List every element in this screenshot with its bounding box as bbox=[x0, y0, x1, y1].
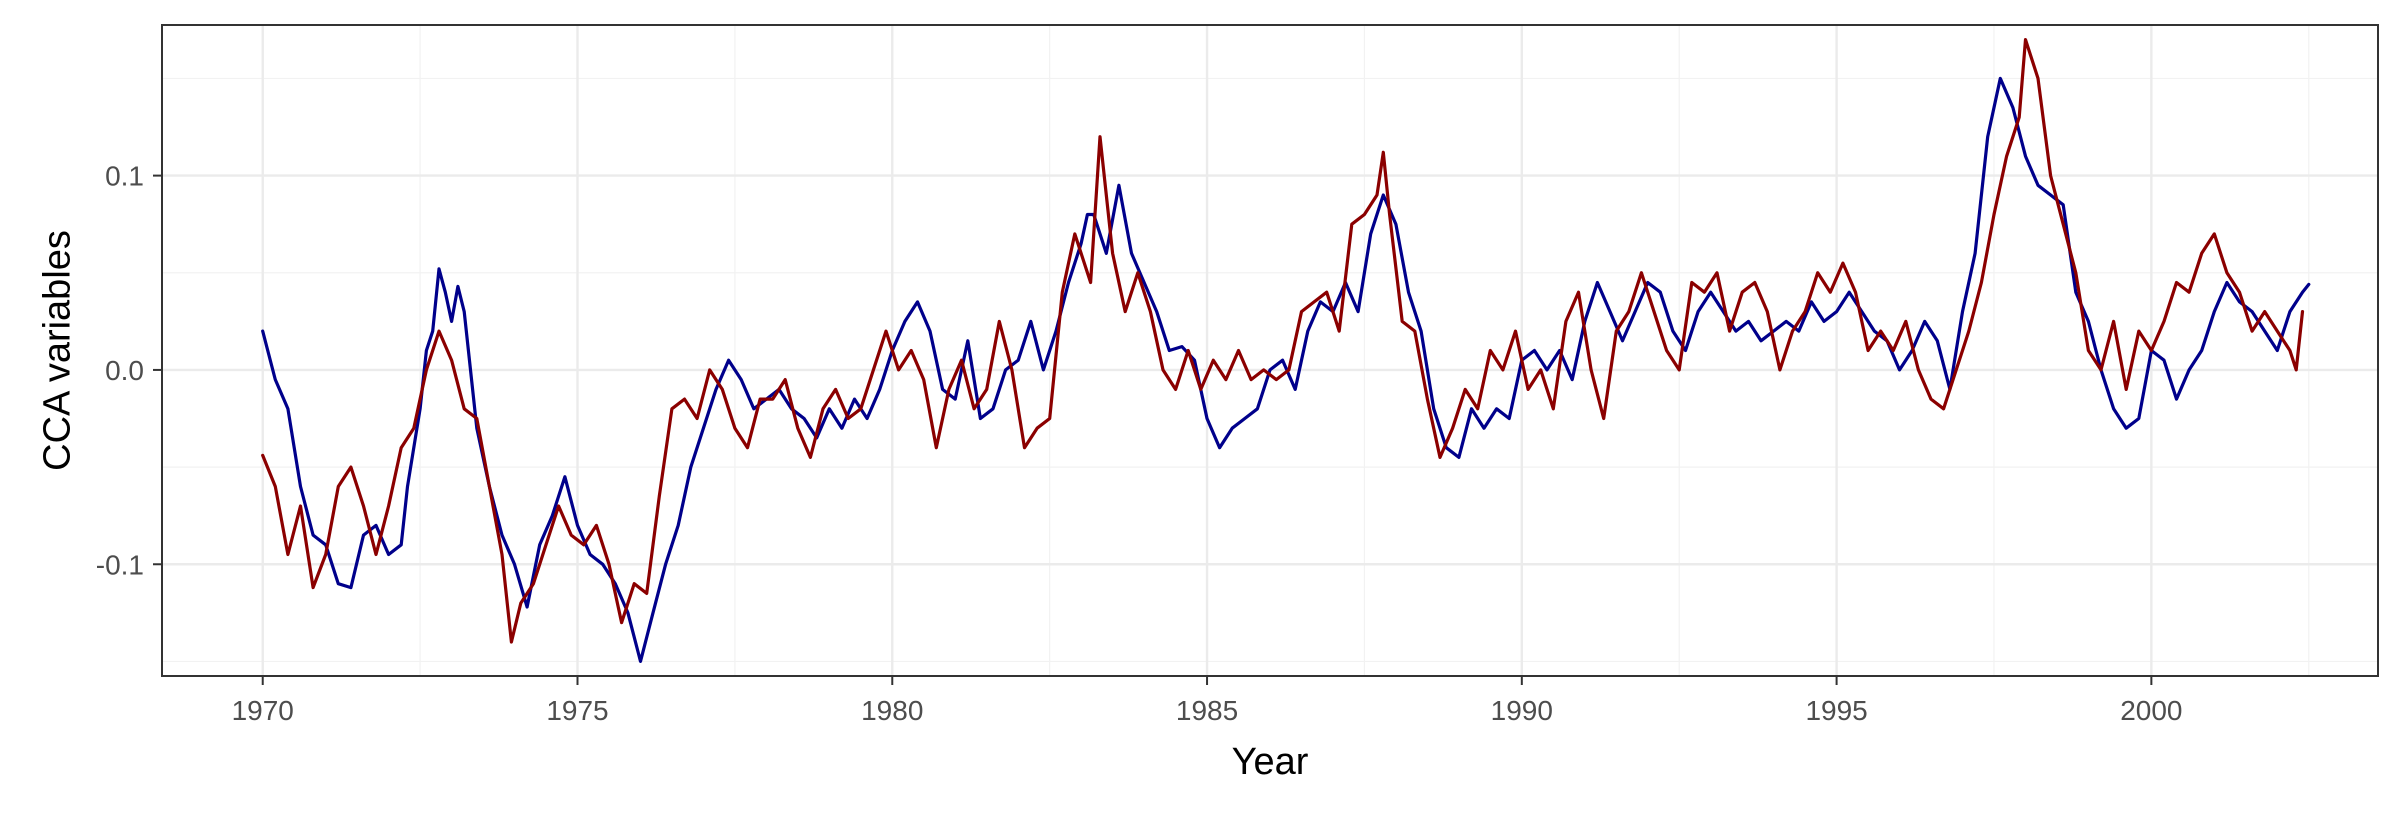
x-axis-title: Year bbox=[1232, 741, 1309, 783]
y-tick-label: -0.1 bbox=[96, 549, 144, 580]
series-layer bbox=[261, 38, 2311, 663]
x-tick-label: 1975 bbox=[546, 695, 608, 726]
x-tick-label: 1990 bbox=[1491, 695, 1553, 726]
panel-border bbox=[161, 24, 2379, 677]
x-tick-label: 2000 bbox=[2120, 695, 2182, 726]
series-line-2 bbox=[261, 38, 2305, 644]
y-axis-title: CCA variables bbox=[36, 230, 78, 471]
x-tick-label: 1985 bbox=[1176, 695, 1238, 726]
x-tick-label: 1970 bbox=[232, 695, 294, 726]
y-tick-label: 0.0 bbox=[105, 355, 144, 386]
series-line-1 bbox=[261, 76, 2311, 663]
x-tick-label: 1995 bbox=[1805, 695, 1867, 726]
y-tick-label: 0.1 bbox=[105, 161, 144, 192]
axes-layer: 1970 1975 1980 1985 1990 1995 2000 -0.1 0.0 0.1 bbox=[96, 161, 2183, 726]
x-tick-label: 1980 bbox=[861, 695, 923, 726]
